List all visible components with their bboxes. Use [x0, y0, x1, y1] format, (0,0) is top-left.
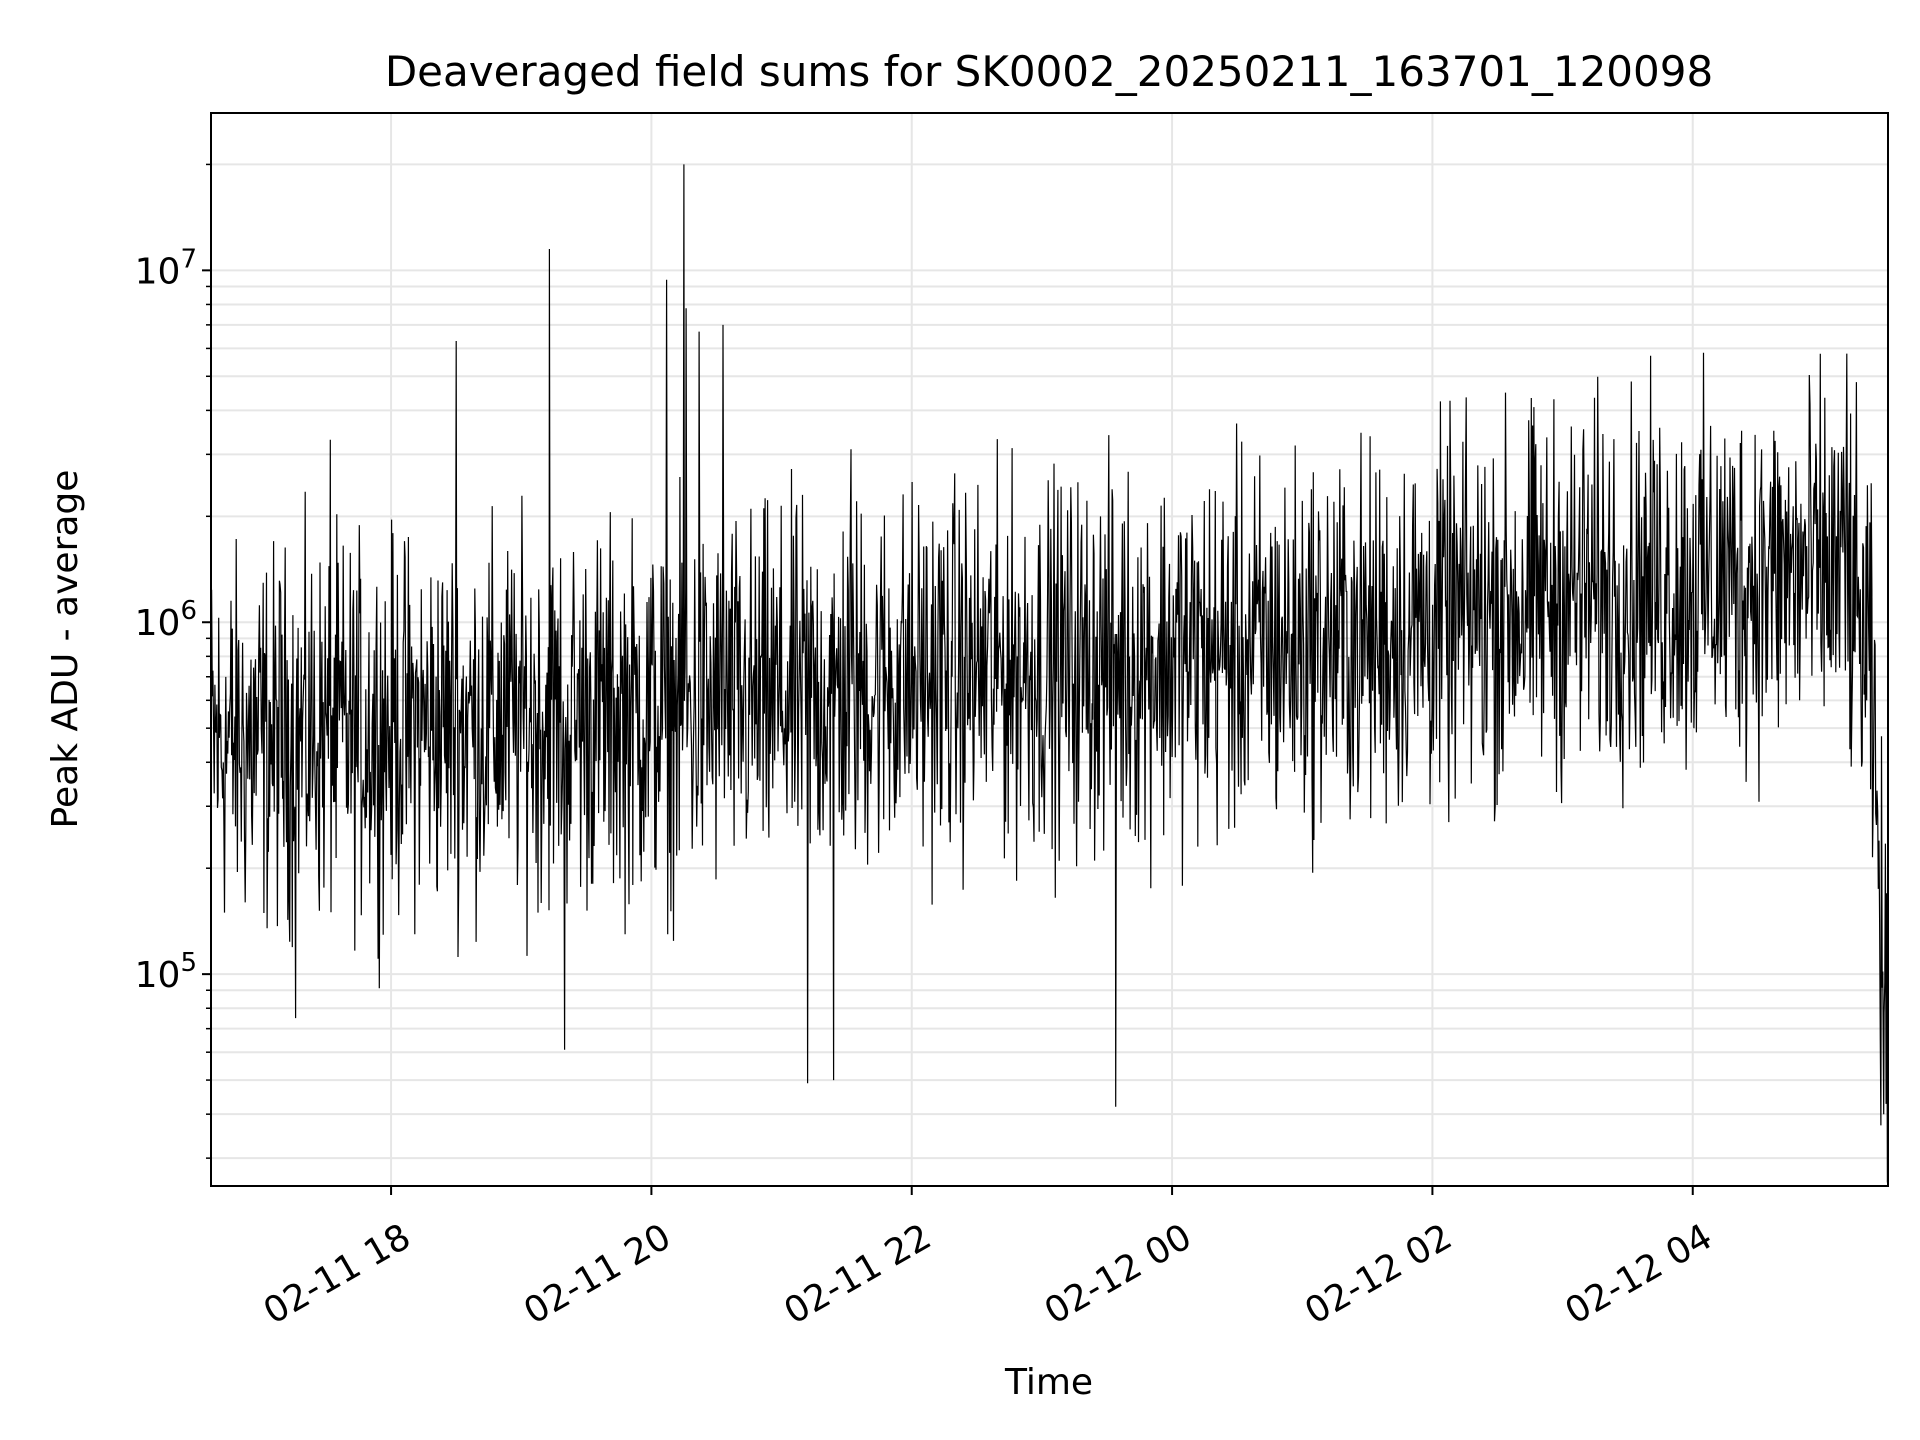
chart-title: Deaveraged field sums for SK0002_2025021…: [385, 47, 1713, 96]
y-tick-label: 105: [135, 948, 197, 996]
y-axis-label: Peak ADU - average: [45, 470, 86, 829]
plot-frame: [210, 112, 1889, 1187]
series-trace: [210, 164, 1889, 1187]
y-tick-label: 107: [135, 244, 197, 292]
y-tick-label: 106: [135, 596, 197, 644]
series-line: [210, 164, 1889, 1187]
x-axis-label: Time: [1004, 1362, 1093, 1403]
